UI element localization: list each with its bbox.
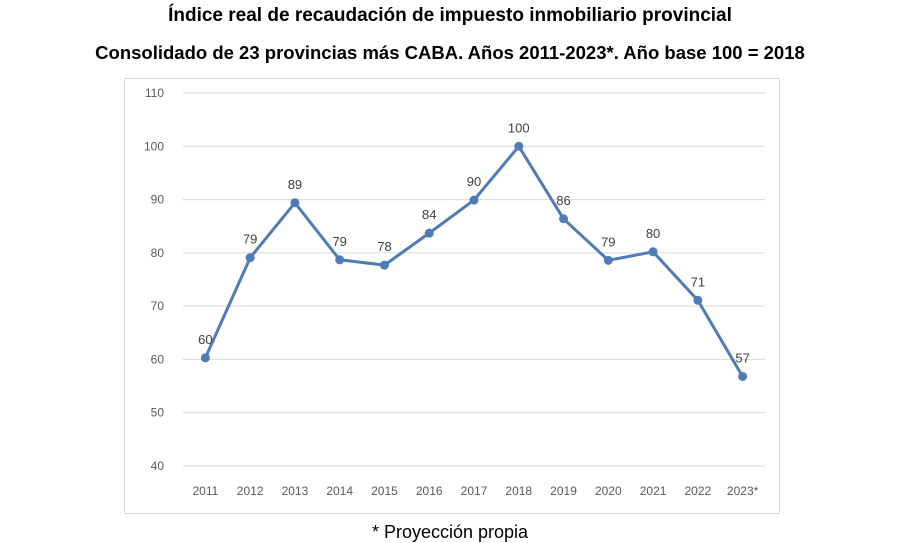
y-tick-label: 50 [151,406,165,420]
data-point [603,255,613,265]
x-tick-label: 2012 [237,484,264,498]
data-label: 80 [646,226,660,241]
data-label: 86 [556,193,570,208]
x-tick-label: 2015 [371,484,398,498]
data-point [290,198,300,208]
x-tick-label: 2014 [326,484,353,498]
x-tick-label: 2013 [282,484,309,498]
y-tick-label: 40 [151,459,165,473]
y-tick-label: 100 [144,139,164,153]
x-tick-label: 2023* [727,484,759,498]
data-point [738,371,748,381]
data-label: 100 [508,120,530,135]
y-tick-label: 110 [145,86,164,100]
data-point [200,353,210,363]
data-label: 79 [332,234,346,249]
chart-area [124,78,780,514]
data-label: 60 [198,332,212,347]
data-label: 79 [243,232,257,247]
data-label: 78 [377,239,391,254]
data-point [559,214,569,224]
y-tick-label: 60 [151,352,165,366]
y-tick-label: 90 [151,193,165,207]
data-point [648,247,658,257]
data-label: 79 [601,234,615,249]
data-point [245,253,255,263]
data-point [424,228,434,238]
chart-subtitle: Consolidado de 23 provincias más CABA. A… [95,42,805,63]
x-tick-label: 2021 [640,484,667,498]
data-label: 90 [467,174,481,189]
footnote: * Proyección propia [371,522,529,542]
data-point [469,195,479,205]
x-tick-label: 2011 [192,484,218,498]
data-point [335,255,345,265]
data-label: 71 [691,274,705,289]
data-label: 89 [288,177,302,192]
x-tick-label: 2017 [461,484,488,498]
x-tick-label: 2019 [550,484,577,498]
y-tick-label: 70 [151,299,165,313]
data-point [379,260,389,270]
x-tick-label: 2016 [416,484,443,498]
chart-title: Índice real de recaudación de impuesto i… [168,5,732,26]
data-point [514,141,524,151]
data-label: 57 [735,350,749,365]
x-tick-label: 2022 [684,484,711,498]
x-tick-label: 2020 [595,484,622,498]
data-label: 84 [422,207,436,222]
x-tick-label: 2018 [505,484,532,498]
y-tick-label: 80 [151,246,165,260]
data-point [693,295,703,305]
